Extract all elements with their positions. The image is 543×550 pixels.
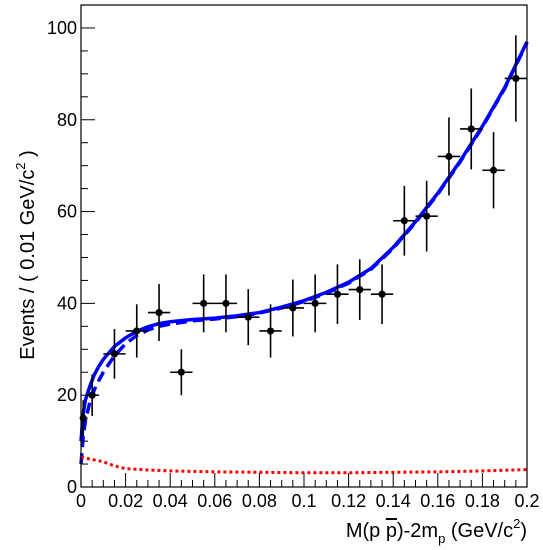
data-point-15 bbox=[393, 185, 416, 256]
data-point-14 bbox=[370, 264, 394, 325]
data-point-19 bbox=[482, 132, 505, 209]
marker bbox=[356, 286, 364, 294]
data-point-6 bbox=[192, 274, 215, 333]
x-axis-title-mid: )-2m bbox=[397, 520, 438, 542]
marker bbox=[244, 313, 252, 321]
x-tick-label-0.12: 0.12 bbox=[331, 491, 366, 511]
x-tick-label-0.18: 0.18 bbox=[465, 491, 500, 511]
y-tick-label-40: 40 bbox=[57, 293, 77, 313]
marker bbox=[266, 327, 275, 335]
x-tick-label-0.04: 0.04 bbox=[153, 491, 188, 511]
y-axis-title: Events / ( 0.01 GeV/c2 ) bbox=[13, 150, 39, 360]
data-point-20 bbox=[504, 35, 527, 122]
x-axis-title: M(p p)-2mp (GeV/c2) bbox=[346, 516, 527, 546]
data-point-3 bbox=[125, 304, 148, 358]
x-tick-label-0.1: 0.1 bbox=[291, 491, 316, 511]
data-point-8 bbox=[237, 289, 260, 346]
marker bbox=[200, 299, 208, 307]
y-axis-title-main: Events / ( 0.01 GeV/c bbox=[17, 170, 39, 360]
marker bbox=[512, 74, 520, 83]
y-axis-title-close: ) bbox=[17, 150, 39, 162]
marker bbox=[489, 166, 498, 174]
x-axis-title-unit-open: (GeV/c bbox=[445, 520, 513, 542]
marker bbox=[222, 299, 230, 307]
plot-layer: 0 0.02 0.04 0.06 0.08 0.1 0.12 0.14 0.16 0.18 0.2 0… bbox=[47, 4, 540, 511]
y-tick-label-80: 80 bbox=[57, 110, 77, 130]
marker bbox=[423, 212, 431, 220]
x-tick-label-0.14: 0.14 bbox=[376, 491, 411, 511]
data-point-9 bbox=[259, 304, 282, 358]
data-point-17 bbox=[437, 117, 461, 196]
data-point-7 bbox=[214, 274, 238, 333]
y-tick-label-60: 60 bbox=[57, 202, 77, 222]
marker bbox=[289, 304, 297, 312]
data-point-18 bbox=[460, 88, 483, 170]
x-axis-title-unit-sup: 2 bbox=[513, 516, 520, 531]
x-tick-label-0.2: 0.2 bbox=[514, 491, 539, 511]
x-axis-title-sub: p bbox=[438, 531, 445, 546]
marker bbox=[333, 290, 342, 298]
data-point-5 bbox=[170, 349, 193, 396]
x-tick-label-0.06: 0.06 bbox=[197, 491, 232, 511]
data-point-16 bbox=[415, 180, 438, 252]
y-tick-label-20: 20 bbox=[57, 385, 77, 405]
x-tick-label-0.16: 0.16 bbox=[420, 491, 455, 511]
y-axis-title-sup: 2 bbox=[13, 162, 28, 169]
data-point-12 bbox=[326, 264, 349, 325]
x-axis-title-main: M(p bbox=[346, 520, 386, 542]
x-axis-title-unit-close: ) bbox=[520, 520, 527, 542]
data-point-4 bbox=[147, 284, 171, 342]
marker bbox=[133, 327, 141, 335]
marker bbox=[177, 368, 185, 376]
curve-dotted-2 bbox=[80, 455, 528, 475]
data-point-13 bbox=[348, 259, 371, 320]
x-tick-label-0: 0 bbox=[76, 491, 86, 511]
marker bbox=[445, 152, 453, 161]
marker bbox=[110, 350, 119, 358]
y-tick-label-100: 100 bbox=[47, 18, 77, 38]
x-tick-label-0.02: 0.02 bbox=[108, 491, 143, 511]
marker bbox=[311, 299, 319, 307]
x-axis-title-pbar: p bbox=[386, 520, 397, 542]
marker bbox=[400, 217, 408, 225]
marker bbox=[155, 308, 163, 317]
curve-dashed-1 bbox=[79, 41, 529, 465]
x-tick-label-0.08: 0.08 bbox=[242, 491, 277, 511]
y-tick-label-0: 0 bbox=[67, 477, 77, 497]
data-point-2 bbox=[103, 329, 126, 379]
data-point-10 bbox=[281, 279, 304, 337]
marker bbox=[378, 290, 386, 298]
marker bbox=[467, 125, 475, 133]
data-point-11 bbox=[304, 274, 327, 333]
